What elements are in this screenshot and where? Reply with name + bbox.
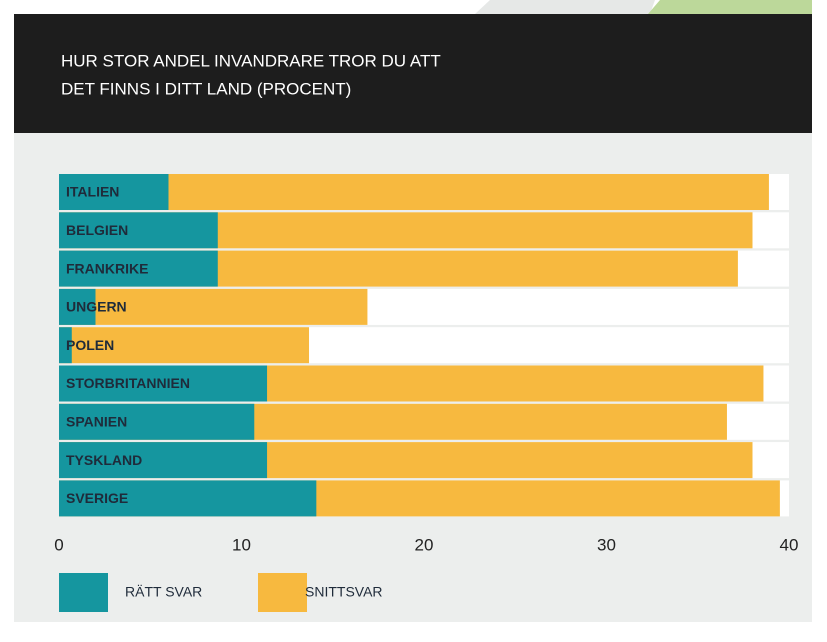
decor-gray xyxy=(475,0,655,14)
bar xyxy=(59,403,255,440)
category-label: UNGERN xyxy=(66,299,127,315)
decor-green xyxy=(648,0,812,14)
category-label: ITALIEN xyxy=(66,184,119,200)
x-tick-label: 30 xyxy=(597,535,616,554)
bar xyxy=(59,480,317,517)
category-label: SVERIGE xyxy=(66,490,128,506)
category-label: POLEN xyxy=(66,337,114,353)
header xyxy=(14,14,812,133)
bar xyxy=(59,288,96,325)
x-tick-label: 20 xyxy=(415,535,434,554)
legend-label: RÄTT SVAR xyxy=(125,584,202,600)
bar xyxy=(59,212,218,249)
bar xyxy=(59,174,769,210)
chart-title: HUR STOR ANDEL INVANDRARE TROR DU ATT xyxy=(61,51,441,70)
x-tick-label: 0 xyxy=(54,535,63,554)
bar xyxy=(59,327,72,364)
legend-swatch xyxy=(258,573,307,612)
chart-title: DET FINNS I DITT LAND (PROCENT) xyxy=(61,79,351,98)
bar xyxy=(59,365,268,402)
legend-label: SNITTSVAR xyxy=(305,584,383,600)
bar xyxy=(59,174,169,210)
category-label: FRANKRIKE xyxy=(66,260,148,276)
category-label: TYSKLAND xyxy=(66,452,142,468)
bar xyxy=(59,327,310,364)
x-tick-label: 10 xyxy=(232,535,251,554)
bar xyxy=(59,288,368,325)
bar xyxy=(59,250,218,287)
legend-swatch xyxy=(59,573,108,612)
category-label: STORBRITANNIEN xyxy=(66,375,190,391)
category-label: BELGIEN xyxy=(66,222,128,238)
x-tick-label: 40 xyxy=(780,535,799,554)
bar xyxy=(59,442,268,479)
category-label: SPANIEN xyxy=(66,414,127,430)
